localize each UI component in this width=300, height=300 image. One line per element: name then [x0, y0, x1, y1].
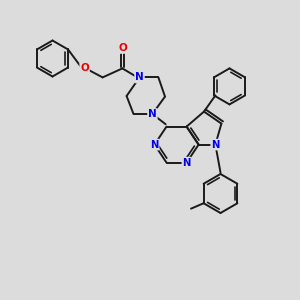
Text: N: N: [211, 140, 220, 150]
Text: O: O: [118, 43, 127, 53]
Text: O: O: [80, 63, 89, 74]
Text: N: N: [150, 140, 159, 150]
Text: N: N: [148, 109, 157, 119]
Text: N: N: [182, 158, 191, 168]
Text: N: N: [135, 72, 144, 82]
